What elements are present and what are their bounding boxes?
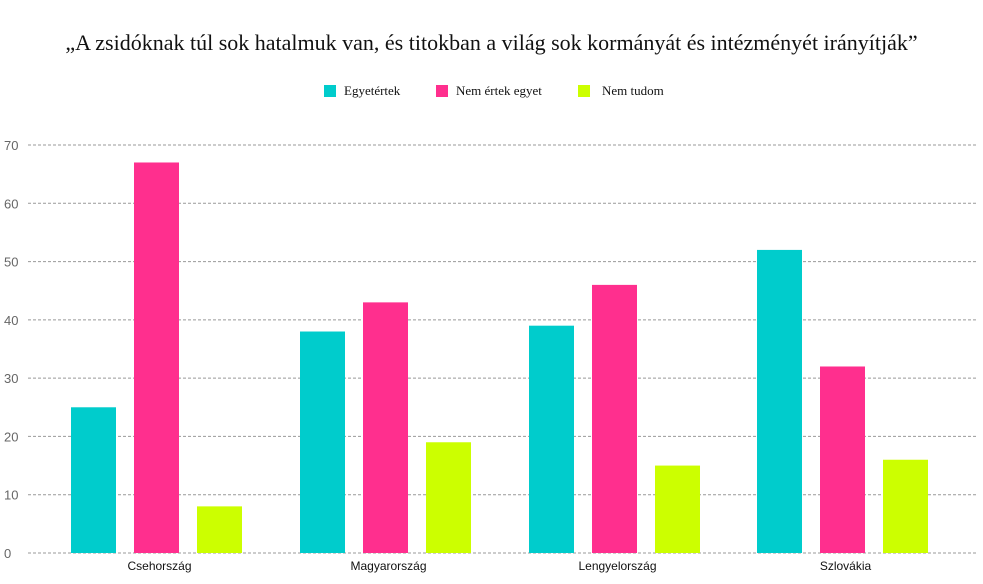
bar-nem-tudom [883, 459, 928, 553]
legend-label: Nem értek egyet [456, 83, 542, 98]
bar-nem-értek-egyet [363, 302, 408, 553]
bar-egyetértek [300, 331, 345, 553]
x-tick-label: Magyarország [350, 559, 426, 573]
legend-swatch [324, 85, 336, 97]
y-tick-label: 10 [4, 488, 18, 503]
bar-nem-értek-egyet [134, 162, 179, 553]
bar-egyetértek [757, 249, 802, 553]
legend-item-egyetertek: Egyetértek [324, 83, 400, 99]
x-tick-label: Csehország [127, 559, 191, 573]
legend-label: Egyetértek [344, 83, 401, 98]
y-tick-label: 40 [4, 313, 18, 328]
y-tick-label: 70 [4, 138, 18, 153]
legend-item-nem-tudom: Nem tudom [578, 83, 664, 99]
bar-nem-értek-egyet [592, 284, 637, 553]
chart-title: „A zsidóknak túl sok hatalmuk van, és ti… [65, 30, 918, 55]
legend-item-nem-ertek-egyet: Nem értek egyet [436, 83, 542, 99]
legend-label: Nem tudom [602, 83, 664, 98]
y-tick-label: 30 [4, 371, 18, 386]
legend-swatch [436, 85, 448, 97]
y-tick-label: 20 [4, 429, 18, 444]
bar-egyetértek [529, 325, 574, 553]
x-tick-label: Lengyelország [578, 559, 656, 573]
y-tick-label: 60 [4, 196, 18, 211]
bar-nem-értek-egyet [820, 366, 865, 553]
bar-nem-tudom [655, 465, 700, 553]
bar-egyetértek [71, 407, 116, 553]
y-tick-label: 50 [4, 255, 18, 270]
y-tick-label: 0 [4, 546, 11, 561]
legend-swatch [578, 85, 590, 97]
x-tick-label: Szlovákia [820, 559, 872, 573]
bar-nem-tudom [197, 506, 242, 553]
bar-nem-tudom [426, 442, 471, 553]
